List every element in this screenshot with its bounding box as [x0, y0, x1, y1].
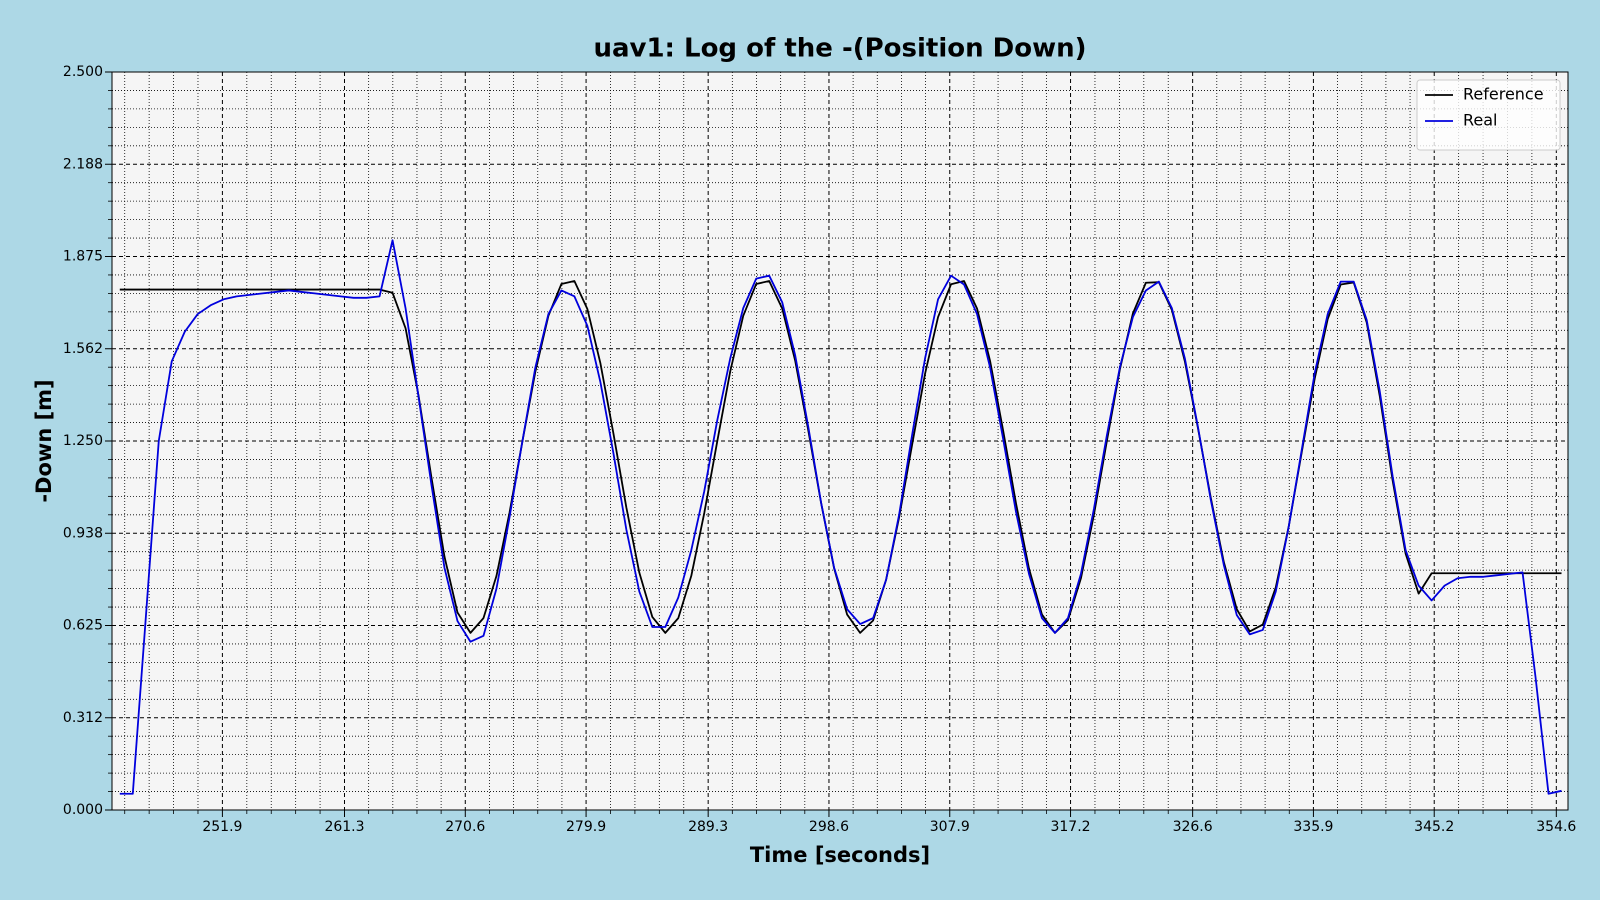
y-tick-label: 2.188 [63, 156, 103, 172]
plot-frame [111, 71, 1569, 811]
x-tick-label: 279.9 [566, 819, 606, 835]
x-tick-label: 326.6 [1173, 819, 1213, 835]
x-tick-label: 270.6 [445, 819, 485, 835]
x-axis-label: Time [seconds] [750, 843, 930, 867]
x-tick-label: 298.6 [809, 819, 849, 835]
y-tick-label: 0.625 [63, 618, 103, 634]
x-tick-label: 251.9 [202, 819, 242, 835]
x-tick-label: 335.9 [1293, 819, 1333, 835]
y-tick-label: 0.000 [63, 802, 103, 818]
legend-label: Real [1463, 111, 1498, 130]
x-tick-label: 261.3 [324, 819, 364, 835]
legend-box [1416, 79, 1561, 151]
chart-title: uav1: Log of the -(Position Down) [593, 34, 1086, 64]
x-tick-label: 345.2 [1414, 819, 1454, 835]
y-tick-label: 1.250 [63, 433, 103, 449]
y-tick-label: 2.500 [63, 64, 103, 80]
x-tick-label: 354.6 [1536, 819, 1576, 835]
y-tick-label: 0.312 [63, 710, 103, 726]
data-line [119, 239, 1562, 795]
x-tick-label: 317.2 [1050, 819, 1090, 835]
x-tick-label: 307.9 [930, 819, 970, 835]
y-tick-label: 0.938 [63, 525, 103, 541]
legend-label: Reference [1463, 85, 1544, 104]
y-tick-label: 1.562 [63, 341, 103, 357]
y-axis-label: -Down [m] [32, 379, 56, 502]
y-tick-label: 1.875 [63, 249, 103, 265]
x-tick-label: 289.3 [688, 819, 728, 835]
